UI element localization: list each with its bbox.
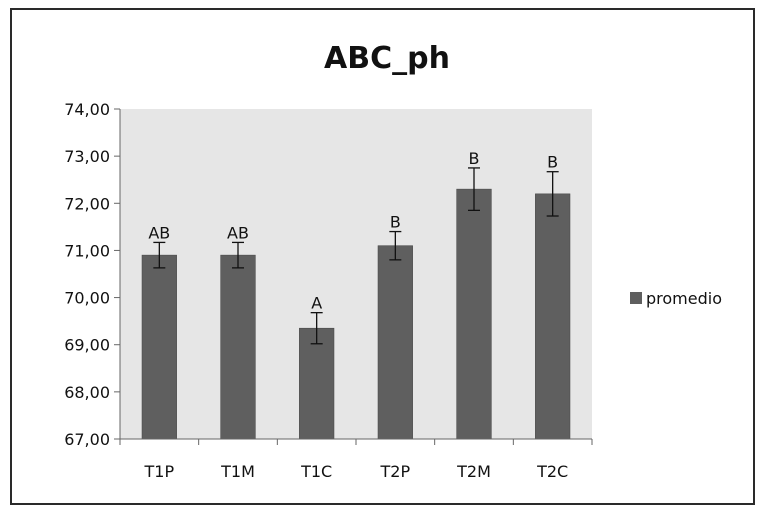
- y-tick-label: 67,00: [64, 430, 110, 449]
- x-tick-label-t2m: T2M: [456, 462, 491, 481]
- y-ticks-layer: 67,00 68,00 69,00 70,00 71,00 72,00 73,00 74,00: [64, 100, 120, 449]
- bars-layer: [141, 188, 571, 440]
- y-tick-label: 72,00: [64, 194, 110, 213]
- y-tick-label: 70,00: [64, 289, 110, 308]
- bar-t2c: [535, 193, 571, 440]
- x-tick-label-t1c: T1C: [300, 462, 332, 481]
- y-tick-label: 69,00: [64, 336, 110, 355]
- x-ticks-layer: T1P T1M T1C T2P T2M T2C: [119, 439, 593, 481]
- y-tick-label: 74,00: [64, 100, 110, 119]
- plot-area: [120, 109, 592, 439]
- bar-t2p: [377, 245, 413, 440]
- bar-t2m: [456, 188, 492, 440]
- chart-frame: ABC_ph AB AB A B B B 67,00 68,00 69,00 70,00 71,0…: [10, 8, 755, 505]
- x-tick-label-t1m: T1M: [220, 462, 255, 481]
- legend-swatch: [630, 292, 642, 304]
- plot-background: [120, 109, 592, 439]
- data-label-t2c: B: [547, 153, 558, 172]
- x-tick-label-t2c: T2C: [536, 462, 568, 481]
- data-label-t2m: B: [469, 149, 480, 168]
- bar-t1m: [220, 254, 256, 440]
- y-tick-label: 68,00: [64, 383, 110, 402]
- legend: promedio: [630, 289, 722, 308]
- chart-title: ABC_ph: [324, 41, 450, 76]
- x-tick-label-t1p: T1P: [144, 462, 175, 481]
- bar-t1p: [141, 254, 177, 440]
- y-tick-label: 71,00: [64, 241, 110, 260]
- y-tick-label: 73,00: [64, 147, 110, 166]
- data-label-t1m: AB: [227, 223, 249, 242]
- data-label-t2p: B: [390, 213, 401, 232]
- x-tick-label-t2p: T2P: [380, 462, 411, 481]
- data-label-t1p: AB: [148, 223, 170, 242]
- error-bars-layer: [153, 167, 559, 345]
- bar-t1c: [299, 327, 335, 440]
- legend-label: promedio: [646, 289, 722, 308]
- data-label-t1c: A: [311, 294, 322, 313]
